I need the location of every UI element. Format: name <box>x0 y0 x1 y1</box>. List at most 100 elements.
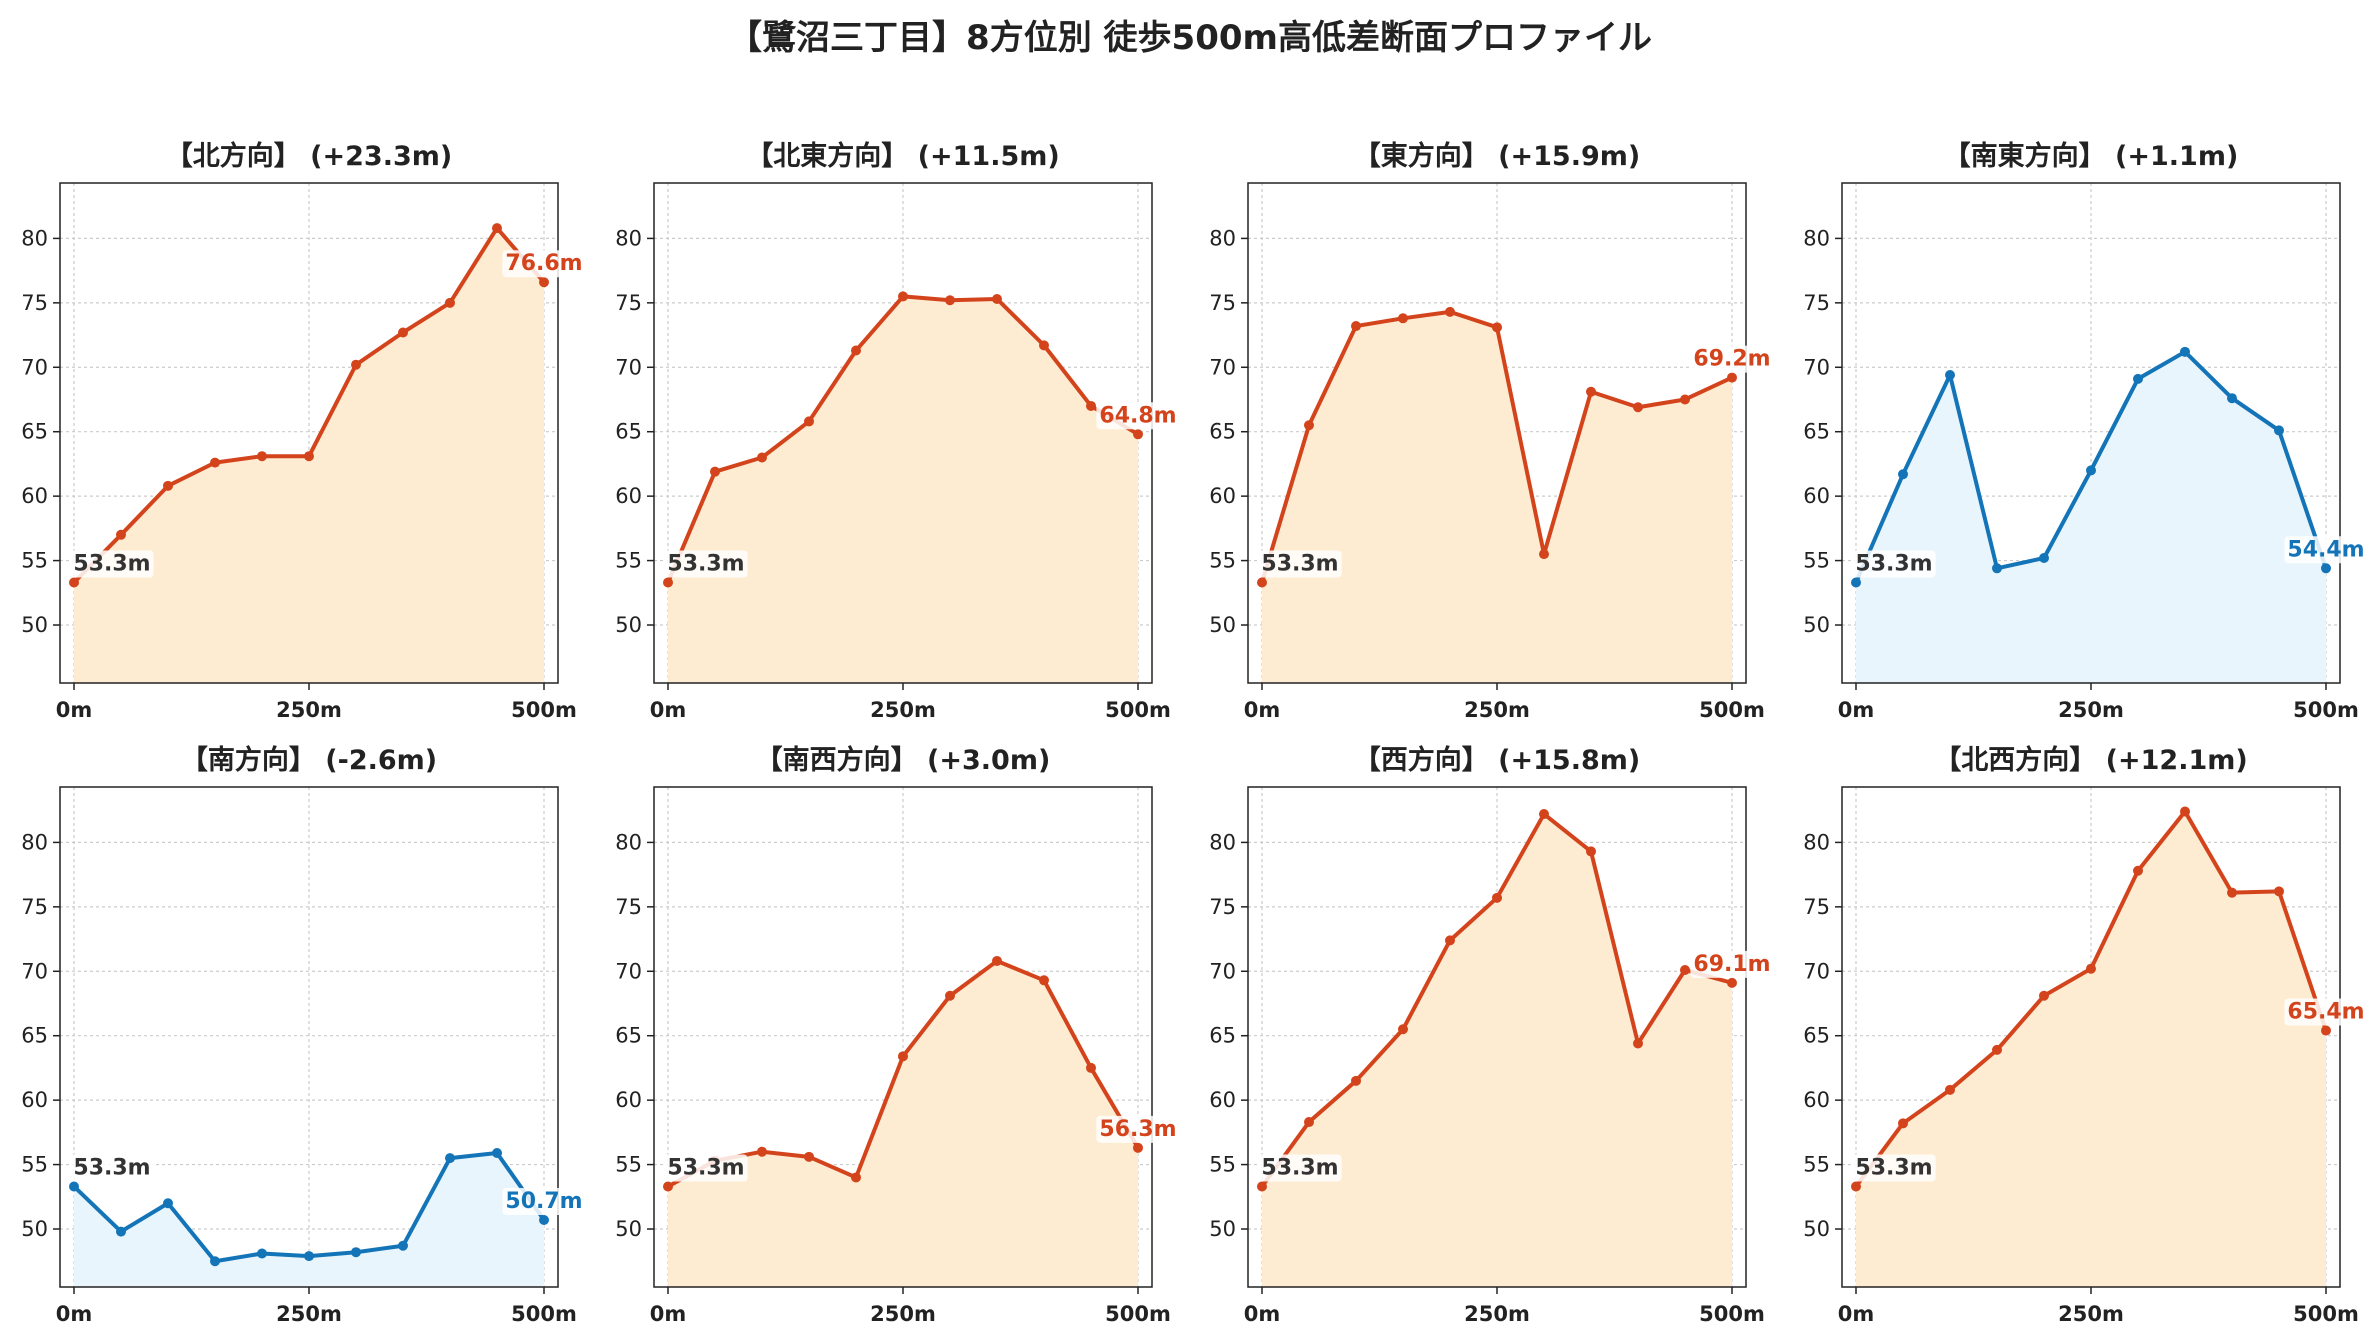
data-point <box>1445 935 1455 946</box>
panel-title: 【東方向】 (+15.9m) <box>1354 140 1640 172</box>
data-point <box>1945 1084 1955 1095</box>
data-point <box>2133 373 2143 384</box>
data-point <box>69 577 79 588</box>
data-point <box>851 345 861 356</box>
x-tick-label: 500m <box>511 698 577 722</box>
start-elevation-label-bg <box>1258 1154 1342 1182</box>
end-elevation-label-bg <box>502 1187 586 1215</box>
end-elevation-label-bg <box>1690 950 1774 978</box>
start-elevation-label: 53.3m <box>1855 551 1932 576</box>
panel-title: 【南東方向】 (+1.1m) <box>1944 140 2239 172</box>
elevation-area <box>1856 351 2326 683</box>
y-tick-label: 65 <box>1803 420 1830 444</box>
x-tick-label: 250m <box>1464 1302 1530 1326</box>
data-point <box>445 297 455 308</box>
data-point <box>1851 577 1861 588</box>
y-tick-label: 50 <box>1803 1217 1830 1241</box>
x-tick-label: 0m <box>650 698 687 722</box>
x-tick-label: 0m <box>56 698 93 722</box>
data-point <box>1257 1181 1267 1192</box>
data-point <box>1992 563 2002 574</box>
chart-panel-5: 【南方向】 (-2.6m) 50 55 60 65 70 75 80 0m 250m 500m 53.… <box>21 744 586 1326</box>
y-tick-label: 50 <box>21 1217 48 1241</box>
start-elevation-label: 53.3m <box>667 551 744 576</box>
x-tick-label: 250m <box>276 698 342 722</box>
data-point <box>1539 549 1549 560</box>
data-point <box>710 466 720 477</box>
start-elevation-label-bg <box>70 550 154 578</box>
data-point <box>2039 990 2049 1001</box>
panel-title: 【南方向】 (-2.6m) <box>181 744 437 776</box>
data-point <box>1257 577 1267 588</box>
data-point <box>1039 975 1049 986</box>
data-point <box>351 359 361 370</box>
start-elevation-label: 53.3m <box>667 1155 744 1180</box>
x-tick-label: 0m <box>1838 698 1875 722</box>
y-tick-label: 75 <box>1803 291 1830 315</box>
y-tick-label: 65 <box>1803 1024 1830 1048</box>
start-elevation-label-bg <box>664 1154 748 1182</box>
y-tick-label: 50 <box>615 613 642 637</box>
start-elevation-label-bg <box>1258 550 1342 578</box>
x-tick-label: 250m <box>1464 698 1530 722</box>
data-point <box>492 223 502 234</box>
data-point <box>1633 402 1643 413</box>
data-point <box>1727 977 1737 988</box>
start-elevation-label-bg <box>70 1154 154 1182</box>
data-point <box>2180 806 2190 817</box>
end-elevation-label: 56.3m <box>1099 1117 1176 1142</box>
elevation-area <box>74 1152 544 1287</box>
y-tick-label: 80 <box>1209 226 1236 250</box>
data-point <box>69 1181 79 1192</box>
data-point <box>1680 964 1690 975</box>
data-point <box>663 577 673 588</box>
start-elevation-label-bg <box>1852 550 1936 578</box>
data-point <box>804 1151 814 1162</box>
chart-panel-1: 【北方向】 (+23.3m) 50 55 60 65 70 75 80 0m 250m 500m 53… <box>21 140 586 722</box>
data-point <box>1992 1044 2002 1055</box>
data-point <box>445 1153 455 1164</box>
y-tick-label: 60 <box>1803 484 1830 508</box>
data-point <box>2086 963 2096 974</box>
y-tick-label: 55 <box>1209 1153 1236 1177</box>
y-tick-label: 55 <box>1803 1153 1830 1177</box>
data-point <box>257 451 267 462</box>
data-point <box>1445 306 1455 317</box>
data-point <box>898 1051 908 1062</box>
data-point <box>116 1226 126 1237</box>
main-title: 【鷺沼三丁目】8方位別 徒歩500m高低差断面プロファイル <box>728 18 1652 58</box>
y-tick-label: 70 <box>1803 959 1830 983</box>
data-point <box>1133 1142 1143 1153</box>
end-elevation-label: 64.8m <box>1099 403 1176 428</box>
y-tick-label: 60 <box>21 1088 48 1112</box>
y-tick-label: 55 <box>1803 549 1830 573</box>
elevation-area <box>74 228 544 683</box>
data-point <box>1304 1117 1314 1128</box>
end-elevation-label-bg <box>1096 1115 1180 1143</box>
y-tick-label: 60 <box>1209 484 1236 508</box>
y-tick-label: 80 <box>1803 830 1830 854</box>
y-tick-label: 50 <box>1209 1217 1236 1241</box>
start-elevation-label: 53.3m <box>1855 1155 1932 1180</box>
data-point <box>2227 393 2237 404</box>
data-point <box>351 1247 361 1258</box>
x-tick-label: 0m <box>1244 1302 1281 1326</box>
y-tick-label: 60 <box>21 484 48 508</box>
data-point <box>1898 469 1908 480</box>
data-point <box>1727 372 1737 383</box>
y-tick-label: 55 <box>1209 549 1236 573</box>
y-tick-label: 70 <box>615 355 642 379</box>
start-elevation-label-bg <box>664 550 748 578</box>
y-tick-label: 70 <box>1209 959 1236 983</box>
y-tick-label: 80 <box>21 830 48 854</box>
y-tick-label: 75 <box>615 291 642 315</box>
y-tick-label: 75 <box>615 895 642 919</box>
data-point <box>2133 865 2143 876</box>
end-elevation-label-bg <box>2284 998 2368 1026</box>
data-point <box>663 1181 673 1192</box>
data-point <box>1086 400 1096 411</box>
chart-panel-3: 【東方向】 (+15.9m) 50 55 60 65 70 75 80 0m 250m 500m 53… <box>1209 140 1774 722</box>
y-tick-label: 80 <box>615 226 642 250</box>
y-tick-label: 75 <box>1803 895 1830 919</box>
